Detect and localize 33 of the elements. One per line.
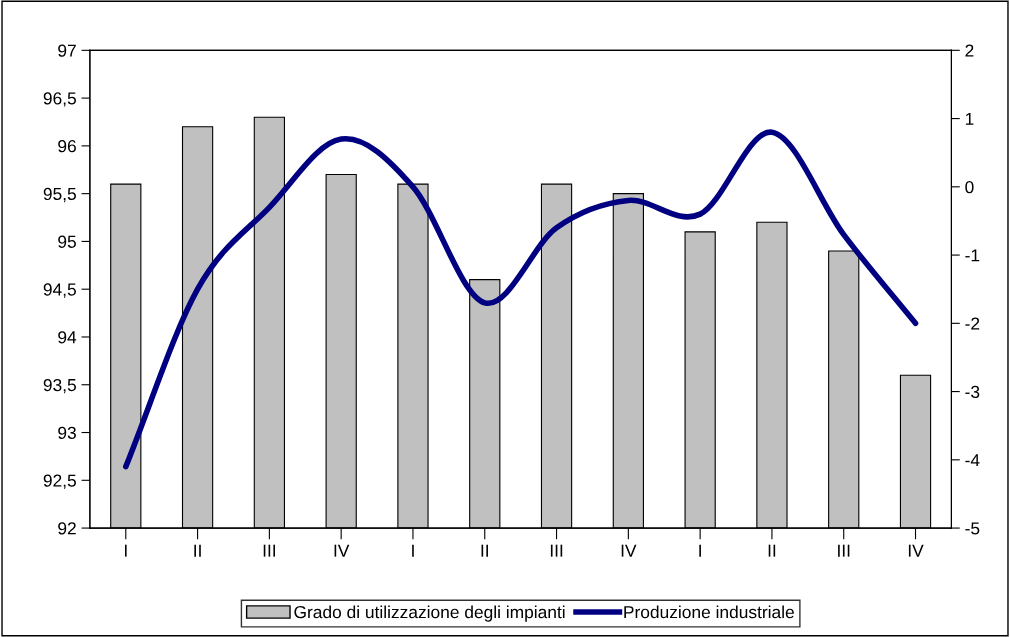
y2-tick-label: -2	[965, 317, 980, 330]
x-tick-label: III	[550, 544, 563, 557]
y2-tick-label: 2	[965, 44, 974, 57]
x-tick-label: II	[194, 544, 201, 557]
y2-tick-label: -3	[965, 385, 980, 399]
x-tick-label: II	[481, 544, 488, 557]
x-tick-label: IV	[908, 544, 924, 557]
y2-tick-label: -4	[965, 454, 980, 467]
y2-tick-label: -5	[965, 522, 980, 535]
y-tick-label: 96,5	[43, 92, 76, 107]
y2-tick-label: 1	[965, 112, 974, 125]
y-tick-label: 92	[58, 522, 76, 535]
x-tick-label: I	[412, 544, 414, 557]
x-tick-label: IV	[621, 544, 637, 557]
y-tick-label: 93	[58, 426, 76, 439]
y-tick-label: 92,5	[43, 474, 76, 489]
x-tick-label: I	[124, 544, 127, 557]
x-tick-label: I	[699, 544, 701, 557]
y-tick-label: 94	[58, 331, 77, 344]
x-tick-label: III	[263, 544, 276, 557]
y-tick-label: 93,5	[43, 378, 76, 394]
x-tick-label: IV	[334, 544, 350, 557]
y-tick-label: 96	[58, 140, 76, 153]
x-tick-label: II	[768, 544, 776, 557]
y-tick-label: 95,5	[43, 187, 76, 203]
y2-tick-label: 0	[965, 180, 974, 194]
legend-label: Produzione industriale	[624, 605, 794, 619]
y-tick-label: 94,5	[43, 283, 76, 298]
y2-tick-label: -1	[965, 249, 980, 262]
legend-label: Grado di utilizzazione degli impianti	[294, 605, 565, 622]
y-tick-label: 97	[58, 44, 76, 57]
y-tick-label: 95	[58, 235, 76, 248]
x-tick-label: III	[838, 544, 850, 557]
